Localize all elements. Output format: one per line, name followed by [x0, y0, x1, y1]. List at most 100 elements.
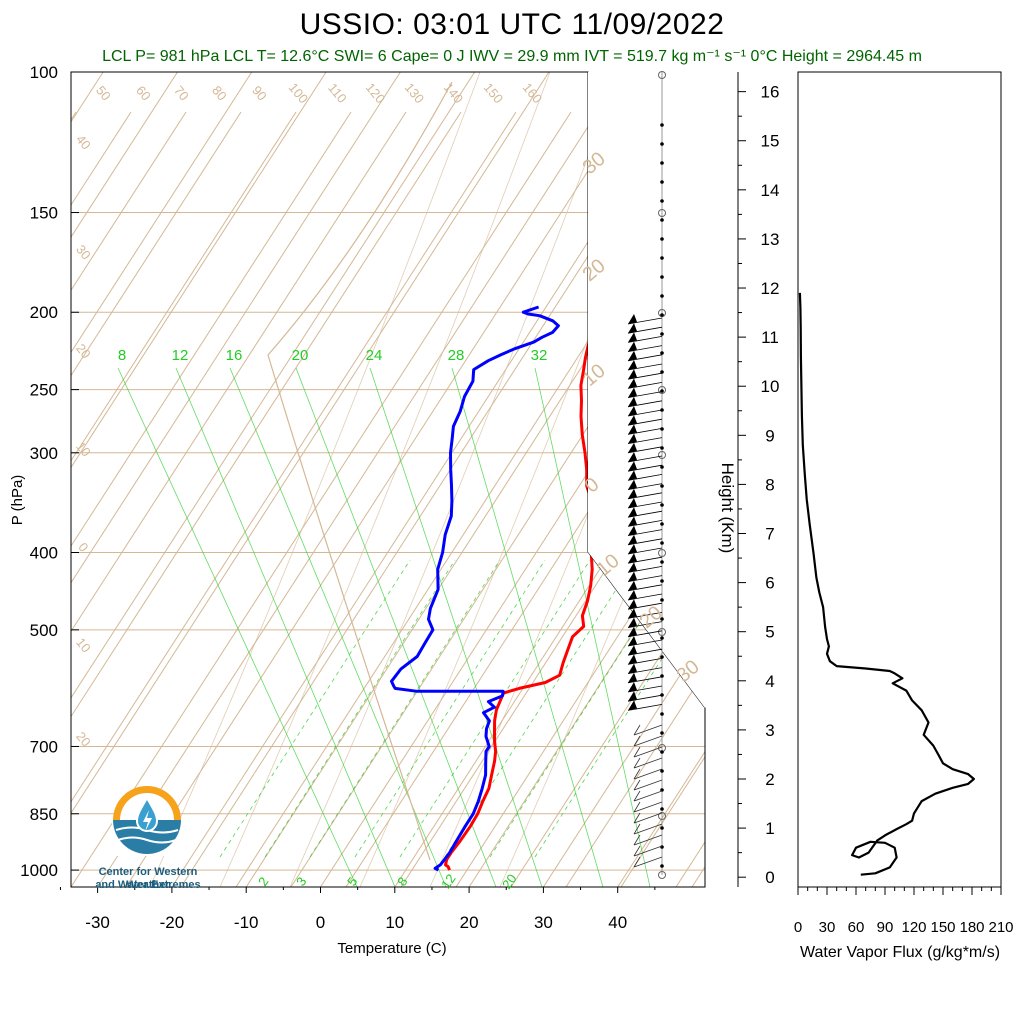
height-tick-label: 2	[765, 770, 774, 789]
wind-level-dot	[660, 579, 664, 583]
mixing-ratio-bottom-label: 20	[499, 871, 520, 891]
wind-barb-flag	[628, 580, 637, 591]
wind-barb-staff	[627, 382, 663, 389]
wind-level-dot	[660, 294, 664, 298]
wind-barb-column	[627, 71, 666, 879]
dry-adiabat-line	[71, 111, 352, 547]
wind-barb-staff	[627, 694, 663, 702]
wind-level-dot	[660, 655, 664, 659]
wind-level-dot	[660, 313, 664, 317]
wind-level-dot	[660, 142, 664, 146]
wind-barb-staff	[627, 372, 663, 380]
wind-calm-marker	[658, 871, 666, 879]
wind-barb-staff-low	[633, 735, 663, 747]
height-tick-label: 9	[765, 426, 774, 445]
wind-barb-staff	[627, 326, 663, 334]
temperature-tick-label: 10	[385, 913, 404, 932]
wind-barb-staff	[627, 336, 663, 343]
wind-barb-flag	[628, 332, 637, 343]
wind-barb-staff	[627, 483, 663, 490]
isotherm-line	[71, 72, 253, 354]
isotherm-line	[71, 72, 476, 699]
wind-barb-staff-low	[633, 757, 663, 769]
wind-barb-staff	[627, 418, 663, 426]
height-tick-label: 11	[761, 328, 779, 347]
height-tick-label: 4	[765, 672, 774, 691]
wind-level-dot	[660, 693, 664, 697]
mixing-ratio-top-label: 12	[172, 347, 189, 364]
wind-barb-staff-low	[633, 724, 663, 736]
wind-barb-staff	[627, 464, 663, 472]
mixing-ratio-top-label: 28	[448, 347, 465, 364]
wind-barb-flag	[628, 387, 637, 398]
height-tick-label: 0	[765, 868, 774, 887]
wind-level-dot	[660, 123, 664, 127]
mixing-ratio-dashed-line	[354, 559, 546, 858]
wind-barb-feather	[633, 812, 641, 824]
mixing-ratio-top-label: 32	[531, 347, 548, 364]
height-tick-label: 14	[761, 181, 780, 200]
wind-level-dot	[660, 332, 664, 336]
flux-tick-label: 90	[877, 919, 894, 936]
wind-level-dot	[660, 275, 664, 279]
wind-level-dot	[660, 256, 664, 260]
isotherm-label: 130	[402, 80, 427, 106]
mixing-ratio-dashed-line	[309, 559, 501, 858]
mixing-ratio-top-label: 8	[118, 347, 126, 364]
height-tick-label: 16	[761, 83, 780, 102]
wind-barb-staff-low	[633, 834, 663, 846]
wind-level-dot	[660, 389, 664, 393]
wind-level-dot	[660, 560, 664, 564]
flux-tick-label: 150	[930, 919, 955, 936]
water-vapor-flux-line	[798, 292, 975, 876]
mixing-ratio-line	[117, 367, 358, 887]
isotherm-label: 150	[481, 80, 506, 106]
dry-adiabat-line	[565, 670, 705, 887]
wind-barb-staff	[627, 474, 663, 481]
dry-adiabat-line	[125, 111, 627, 887]
isotherm-line	[320, 289, 705, 887]
mixing-ratio-dashed-line	[489, 559, 681, 858]
isotherm-label: 70	[171, 83, 192, 104]
isotherm-line	[97, 72, 624, 887]
wind-barb-staff	[627, 354, 663, 362]
wind-barb-flag	[628, 360, 637, 370]
dry-adiabat-line	[71, 111, 407, 633]
dry-adiabat-line	[71, 111, 187, 292]
isotherm-label: 140	[441, 80, 466, 106]
wind-barb-flag	[628, 498, 637, 508]
page-title: USSIO: 03:01 UTC 11/09/2022	[299, 8, 725, 41]
wind-barb-flag	[628, 682, 637, 692]
wind-barb-staff-low	[633, 790, 663, 802]
wind-barb-flag	[628, 663, 637, 674]
flux-tick-label: 60	[848, 919, 865, 936]
wind-barb-staff	[627, 538, 663, 546]
parcel-curve	[267, 354, 431, 861]
mixing-ratio-top-label: 20	[292, 347, 309, 364]
wind-barb-flag	[628, 433, 637, 444]
wind-barb-flag	[628, 516, 637, 527]
isotherm-label: 120	[363, 80, 388, 106]
flux-tick-label: 120	[901, 919, 926, 936]
wind-barb-flag	[628, 479, 637, 490]
wind-barb-staff	[627, 437, 663, 444]
wind-barb-flag	[628, 534, 637, 545]
wind-barb-staff	[627, 556, 663, 564]
wind-barb-staff	[627, 575, 663, 582]
wind-calm-marker	[658, 451, 666, 459]
dry-adiabat-line	[290, 244, 705, 887]
wind-level-dot	[660, 237, 664, 241]
wind-barb-staff-low	[633, 746, 663, 758]
wind-barb-flag	[628, 378, 637, 389]
wind-barb-staff	[627, 566, 663, 573]
flux-tick-label: 0	[794, 919, 802, 936]
skewt-profiles	[390, 302, 630, 872]
wind-barb-staff	[627, 630, 663, 638]
flux-panel-border	[797, 71, 1002, 888]
height-tick-label: 3	[765, 721, 774, 740]
wind-barb-staff	[627, 510, 663, 518]
wind-level-dot	[660, 731, 664, 735]
wind-level-dot	[660, 484, 664, 488]
wind-barb-staff-low	[633, 768, 663, 780]
